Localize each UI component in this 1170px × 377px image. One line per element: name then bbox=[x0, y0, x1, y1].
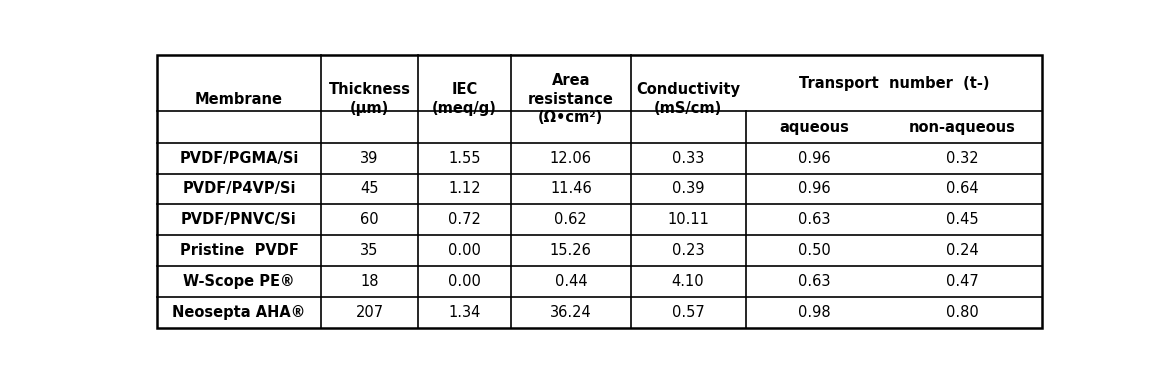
Text: 0.32: 0.32 bbox=[947, 151, 979, 166]
Text: PVDF/PNVC/Si: PVDF/PNVC/Si bbox=[181, 212, 297, 227]
Text: 0.50: 0.50 bbox=[798, 243, 831, 258]
Text: 0.64: 0.64 bbox=[947, 181, 979, 196]
Text: 36.24: 36.24 bbox=[550, 305, 592, 320]
Text: 0.00: 0.00 bbox=[448, 243, 481, 258]
Text: 1.34: 1.34 bbox=[448, 305, 481, 320]
Text: PVDF/PGMA/Si: PVDF/PGMA/Si bbox=[179, 151, 298, 166]
Text: 18: 18 bbox=[360, 274, 379, 289]
Text: aqueous: aqueous bbox=[779, 120, 849, 135]
Text: 15.26: 15.26 bbox=[550, 243, 592, 258]
Text: IEC
(meq/g): IEC (meq/g) bbox=[432, 82, 497, 116]
Text: 11.46: 11.46 bbox=[550, 181, 592, 196]
Text: 1.55: 1.55 bbox=[448, 151, 481, 166]
Text: 0.44: 0.44 bbox=[555, 274, 587, 289]
Text: Neosepta AHA®: Neosepta AHA® bbox=[172, 305, 305, 320]
Text: non-aqueous: non-aqueous bbox=[909, 120, 1016, 135]
Text: 1.12: 1.12 bbox=[448, 181, 481, 196]
Text: 0.72: 0.72 bbox=[448, 212, 481, 227]
Text: Conductivity
(mS/cm): Conductivity (mS/cm) bbox=[636, 82, 741, 116]
Text: 0.39: 0.39 bbox=[672, 181, 704, 196]
Text: 39: 39 bbox=[360, 151, 379, 166]
Text: 207: 207 bbox=[356, 305, 384, 320]
Text: 0.80: 0.80 bbox=[947, 305, 979, 320]
Text: W-Scope PE®: W-Scope PE® bbox=[184, 274, 295, 289]
Text: 0.98: 0.98 bbox=[798, 305, 831, 320]
Text: 35: 35 bbox=[360, 243, 379, 258]
Text: 0.57: 0.57 bbox=[672, 305, 704, 320]
Text: 0.33: 0.33 bbox=[672, 151, 704, 166]
Text: Thickness
(μm): Thickness (μm) bbox=[329, 82, 411, 116]
Text: 0.24: 0.24 bbox=[947, 243, 979, 258]
Text: 0.47: 0.47 bbox=[947, 274, 979, 289]
Text: PVDF/P4VP/Si: PVDF/P4VP/Si bbox=[183, 181, 296, 196]
Text: 45: 45 bbox=[360, 181, 379, 196]
Text: 0.45: 0.45 bbox=[947, 212, 979, 227]
Text: 12.06: 12.06 bbox=[550, 151, 592, 166]
Text: 4.10: 4.10 bbox=[672, 274, 704, 289]
Text: 10.11: 10.11 bbox=[667, 212, 709, 227]
Text: Area
resistance
(Ω•cm²): Area resistance (Ω•cm²) bbox=[528, 73, 614, 125]
Text: Membrane: Membrane bbox=[195, 92, 283, 107]
Text: 0.62: 0.62 bbox=[555, 212, 587, 227]
Text: 0.96: 0.96 bbox=[798, 151, 831, 166]
Text: Transport  number  (t-): Transport number (t-) bbox=[799, 76, 989, 91]
Text: 0.96: 0.96 bbox=[798, 181, 831, 196]
Text: 0.63: 0.63 bbox=[798, 274, 831, 289]
Text: 60: 60 bbox=[360, 212, 379, 227]
Text: 0.63: 0.63 bbox=[798, 212, 831, 227]
Text: Pristine  PVDF: Pristine PVDF bbox=[179, 243, 298, 258]
Text: 0.00: 0.00 bbox=[448, 274, 481, 289]
Text: 0.23: 0.23 bbox=[672, 243, 704, 258]
